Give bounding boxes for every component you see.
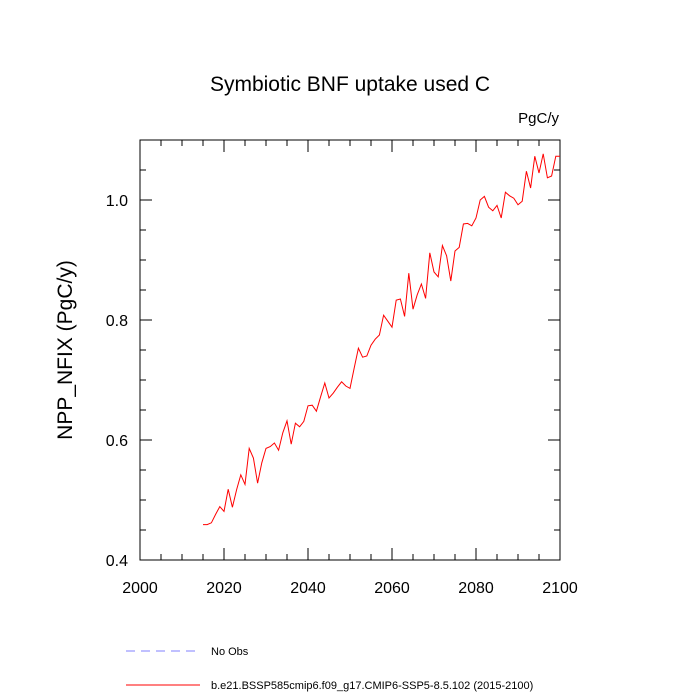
plot-frame [139,139,561,561]
series-line [203,153,560,526]
series-group [203,153,560,526]
y-axis-label: NPP_NFIX (PgC/y) [54,260,77,440]
x-tick-label: 2100 [542,580,578,597]
y-tick-label: 1.0 [106,193,128,210]
y-tick-label: 0.4 [106,553,128,570]
x-tick-label: 2060 [374,580,410,597]
chart-units: PgC/y [518,110,559,127]
axes: 2000 2020 2040 2060 2080 2100 0.4 0.6 0.8 1.0 [106,139,578,597]
y-tick-label: 0.8 [106,313,128,330]
x-tick-label: 2000 [122,580,158,597]
x-tick-label: 2080 [458,580,494,597]
x-tick-label: 2020 [206,580,242,597]
legend-run-label: b.e21.BSSP585cmip6.f09_g17.CMIP6-SSP5-8.… [211,680,533,692]
x-tick-label: 2040 [290,580,326,597]
y-tick-label: 0.6 [106,433,128,450]
legend: No Obs b.e21.BSSP585cmip6.f09_g17.CMIP6-… [126,646,533,692]
legend-no-obs-label: No Obs [211,646,249,658]
chart-title: Symbiotic BNF uptake used C [210,73,490,96]
